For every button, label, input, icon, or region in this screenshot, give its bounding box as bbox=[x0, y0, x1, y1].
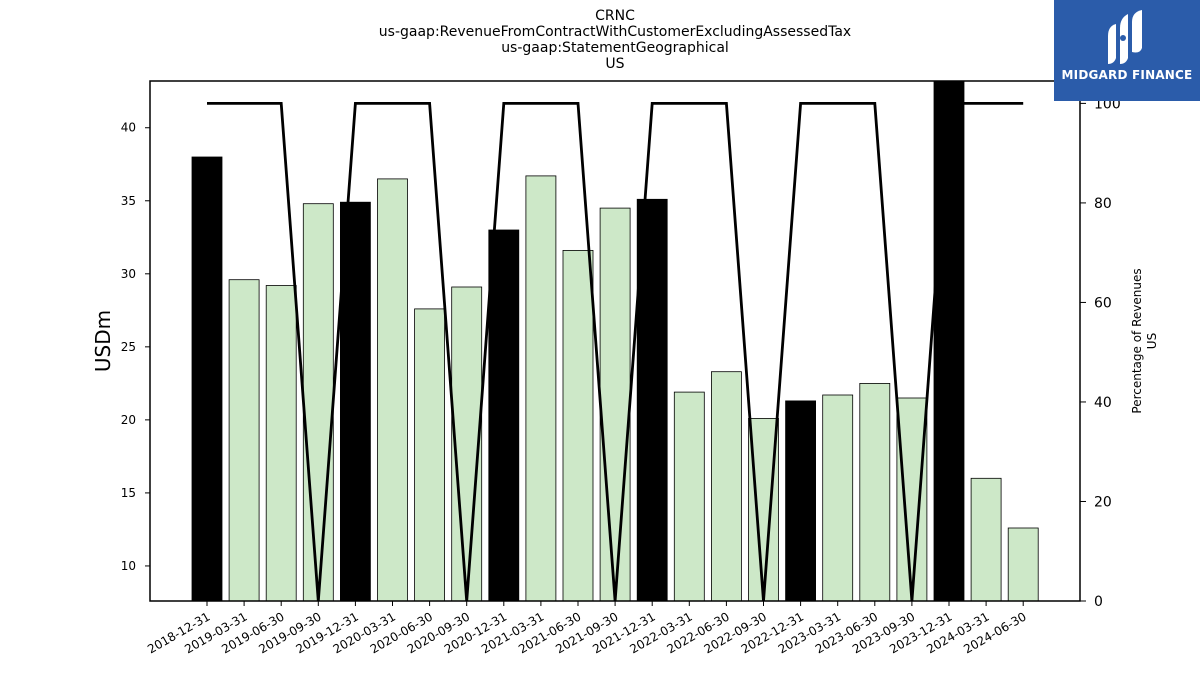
y-right-tick-label: 0 bbox=[1094, 594, 1103, 610]
y-right-tick-label: 40 bbox=[1094, 395, 1112, 411]
bar-2018-12-31 bbox=[191, 156, 223, 602]
bar-2019-12-31 bbox=[339, 201, 371, 602]
bar-2021-12-31 bbox=[636, 198, 668, 602]
y-left-tick-label: 25 bbox=[121, 340, 136, 354]
y-axis-left-label: USDm bbox=[91, 310, 115, 372]
y-right-tick-label: 80 bbox=[1094, 196, 1112, 212]
y-left-tick-label: 15 bbox=[121, 486, 136, 500]
bar-2023-09-30 bbox=[896, 397, 928, 602]
y-left-tick-label: 30 bbox=[121, 267, 136, 281]
chart-title-line-4: US bbox=[605, 56, 624, 72]
bar-2024-03-31 bbox=[970, 477, 1002, 602]
bar-2020-12-31 bbox=[488, 229, 520, 602]
bar-2024-06-30 bbox=[1007, 527, 1039, 602]
y-axis-left: 10 15 20 25 30 35 40 bbox=[121, 121, 150, 573]
y-axis-right-label-line-2: US bbox=[1145, 333, 1159, 349]
logo-text: MIDGARD FINANCE bbox=[1061, 68, 1193, 82]
y-right-tick-label: 20 bbox=[1094, 494, 1112, 510]
bar-2022-06-30 bbox=[711, 371, 742, 602]
bar-2022-03-31 bbox=[673, 391, 705, 602]
midgard-finance-logo: MIDGARD FINANCE bbox=[1054, 0, 1200, 101]
y-left-tick-label: 20 bbox=[121, 413, 136, 427]
x-axis: 2018-12-312019-03-312019-06-302019-09-30… bbox=[145, 601, 1029, 656]
logo-mark-icon bbox=[1108, 10, 1142, 64]
bar-2021-03-31 bbox=[525, 175, 557, 602]
chart-title-line-1: CRNC bbox=[595, 8, 635, 24]
y-axis-right-label: Percentage of Revenues US bbox=[1130, 268, 1159, 413]
bar-2020-09-30 bbox=[451, 286, 483, 602]
bar-2020-03-31 bbox=[377, 178, 408, 602]
bar-2023-06-30 bbox=[859, 382, 891, 602]
y-left-tick-label: 35 bbox=[121, 194, 136, 208]
chart-title: CRNC us-gaap:RevenueFromContractWithCust… bbox=[379, 8, 851, 72]
bar-2019-03-31 bbox=[228, 279, 260, 602]
bar-2022-12-31 bbox=[785, 400, 816, 602]
y-left-tick-label: 10 bbox=[121, 559, 136, 573]
y-left-tick-label: 40 bbox=[121, 121, 136, 135]
bar-2019-09-30 bbox=[302, 203, 334, 602]
bar-2023-12-31 bbox=[933, 80, 965, 602]
bar-2023-03-31 bbox=[822, 394, 854, 602]
bar-2021-06-30 bbox=[562, 249, 594, 602]
chart-title-line-2: us-gaap:RevenueFromContractWithCustomerE… bbox=[379, 24, 851, 40]
bar-series bbox=[191, 80, 1039, 602]
chart-title-line-3: us-gaap:StatementGeographical bbox=[501, 40, 729, 56]
y-right-tick-label: 60 bbox=[1094, 295, 1112, 311]
bar-2020-06-30 bbox=[414, 308, 446, 602]
y-axis-right-label-line-1: Percentage of Revenues bbox=[1130, 268, 1144, 413]
bar-2019-06-30 bbox=[265, 285, 297, 602]
bar-2021-09-30 bbox=[599, 207, 631, 602]
